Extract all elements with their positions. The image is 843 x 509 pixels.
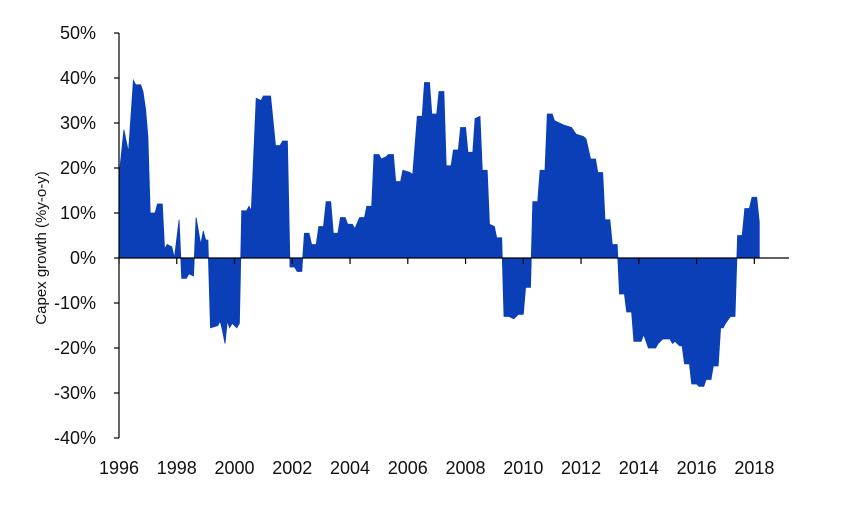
x-axis-tick-labels: 1996 1998 2000 2002 2004 2006 2008 2010 2012 2014… [99,458,774,478]
x-tick-label: 1996 [99,458,139,478]
y-tick-label: 10% [60,203,96,223]
plot-area [114,32,789,439]
x-axis-ticks [118,258,755,264]
capex-growth-area [118,78,760,387]
x-tick-label: 2006 [388,458,428,478]
y-tick-label: 30% [60,113,96,133]
y-axis-ticks [114,32,119,439]
x-tick-label: 2008 [446,458,486,478]
x-tick-label: 2004 [330,458,370,478]
x-tick-label: 2014 [619,458,659,478]
y-tick-label: -40% [54,428,96,448]
y-tick-label: 20% [60,158,96,178]
x-tick-label: 1998 [157,458,197,478]
y-tick-label: -10% [54,293,96,313]
x-tick-label: 2002 [272,458,312,478]
y-tick-label: -30% [54,383,96,403]
x-tick-label: 2000 [214,458,254,478]
y-axis-title: Capex growth (%y-o-y) [33,171,50,324]
x-tick-label: 2012 [561,458,601,478]
x-tick-label: 2018 [734,458,774,478]
y-tick-label: 50% [60,23,96,43]
y-tick-label: 0% [70,248,96,268]
y-tick-label: 40% [60,68,96,88]
x-tick-label: 2016 [677,458,717,478]
y-axis-tick-labels: 50% 40% 30% 20% 10% 0% -10% -20% -30% -40% [54,23,96,448]
y-tick-label: -20% [54,338,96,358]
x-tick-label: 2010 [503,458,543,478]
